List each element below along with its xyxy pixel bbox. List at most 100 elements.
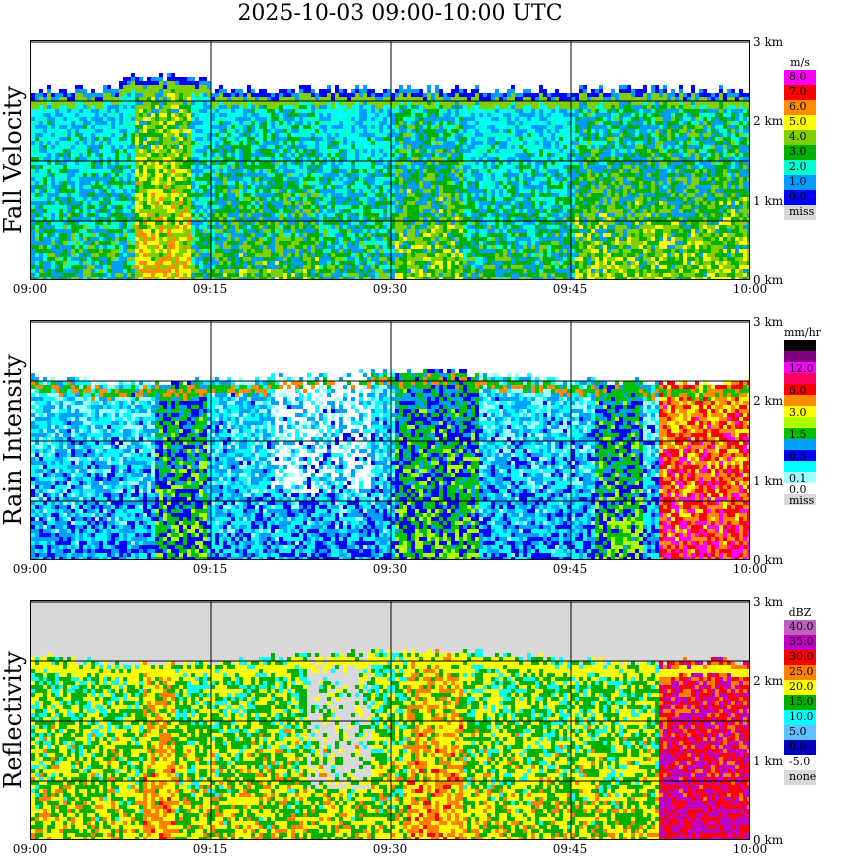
legend-swatch <box>784 340 816 351</box>
y-tick-label: 3 km <box>753 36 783 48</box>
legend-swatch <box>784 439 816 450</box>
x-tick-label: 09:45 <box>553 563 588 575</box>
legend-swatch <box>784 130 816 145</box>
x-tick-label: 09:30 <box>373 283 408 295</box>
x-tick-label: 09:30 <box>373 563 408 575</box>
y-tick-label: 2 km <box>753 115 783 127</box>
legend-label: -5.0 <box>789 756 810 767</box>
legend-label: 0.5 <box>789 451 807 462</box>
x-tick-label: 09:15 <box>193 283 228 295</box>
legend-label: 8.0 <box>789 71 807 82</box>
legend-swatch <box>784 483 816 494</box>
ylabel-reflectivity: Reflectivity <box>0 600 28 840</box>
legend-swatch <box>784 680 816 695</box>
legend-swatch <box>784 70 816 85</box>
y-tick-label: 1 km <box>753 195 783 207</box>
y-tick-label: 3 km <box>753 316 783 328</box>
legend-swatch <box>784 770 816 785</box>
legend-label: 6.0 <box>789 101 807 112</box>
legend-label: 0.0 <box>789 741 807 752</box>
legend-swatch <box>784 740 816 755</box>
legend-swatch <box>784 620 816 635</box>
x-tick-label: 10:00 <box>733 283 768 295</box>
x-tick-label: 09:45 <box>553 843 588 855</box>
x-tick-label: 09:45 <box>553 283 588 295</box>
legend-label: 10.0 <box>789 711 814 722</box>
legend-label: 5.0 <box>789 116 807 127</box>
legend-swatch <box>784 145 816 160</box>
legend-swatch <box>784 190 816 205</box>
legend-label: 5.0 <box>789 726 807 737</box>
legend-swatch <box>784 160 816 175</box>
x-tick-label: 10:00 <box>733 563 768 575</box>
heatmap-svg <box>31 41 749 279</box>
x-tick-label: 09:00 <box>13 563 48 575</box>
x-tick-label: 09:30 <box>373 843 408 855</box>
legend-swatch <box>784 725 816 740</box>
legend-swatch <box>784 472 816 483</box>
legend-label: 1.5 <box>789 429 807 440</box>
legend-swatch <box>784 461 816 472</box>
legend-label: 30.0 <box>789 651 814 662</box>
legend-label: 40.0 <box>789 621 814 632</box>
heatmap-cells <box>31 369 749 559</box>
legend-swatch <box>784 665 816 680</box>
legend-label: 1.0 <box>789 176 807 187</box>
legend-label: 48.0 <box>789 341 814 352</box>
ylabel-rain-intensity: Rain Intensity <box>0 320 28 560</box>
x-tick-label: 10:00 <box>733 843 768 855</box>
heatmap-cells <box>31 649 749 839</box>
y-tick-label: 0 km <box>753 554 783 566</box>
legend-unit: mm/hr <box>784 326 821 339</box>
y-tick-label: 0 km <box>753 834 783 846</box>
x-tick-label: 09:00 <box>13 283 48 295</box>
legend-label: 7.0 <box>789 86 807 97</box>
ylabel-fall-velocity: Fall Velocity <box>0 40 28 280</box>
rain-intensity-panel <box>30 320 750 560</box>
fall-velocity-panel <box>30 40 750 280</box>
legend-swatch <box>784 406 816 417</box>
legend-swatch <box>784 395 816 406</box>
legend-label: none <box>789 771 816 782</box>
legend-swatch <box>784 635 816 650</box>
legend-label: 0.0 <box>789 191 807 202</box>
legend-label: 15.0 <box>789 696 814 707</box>
y-tick-label: 1 km <box>753 755 783 767</box>
legend-swatch <box>784 100 816 115</box>
legend-swatch <box>784 373 816 384</box>
x-tick-label: 09:15 <box>193 563 228 575</box>
legend-label: miss <box>789 495 814 506</box>
ylabel-text: Rain Intensity <box>0 354 27 525</box>
legend-unit: m/s <box>784 56 816 69</box>
heatmap-svg <box>31 321 749 559</box>
legend-label: 25.0 <box>789 666 814 677</box>
legend-swatch <box>784 351 816 362</box>
legend-label: 3.0 <box>789 407 807 418</box>
legend-swatch <box>784 650 816 665</box>
y-tick-label: 3 km <box>753 596 783 608</box>
legend-swatch <box>784 710 816 725</box>
y-tick-label: 2 km <box>753 395 783 407</box>
legend-swatch <box>784 428 816 439</box>
heatmap-svg <box>31 601 749 839</box>
legend-label: 20.0 <box>789 681 814 692</box>
ylabel-text: Fall Velocity <box>0 86 27 234</box>
legend-swatch <box>784 695 816 710</box>
legend-label: 3.0 <box>789 146 807 157</box>
legend-label: 0.0 <box>789 484 807 495</box>
legend-swatch <box>784 417 816 428</box>
x-tick-label: 09:00 <box>13 843 48 855</box>
legend-swatch <box>784 175 816 190</box>
legend-swatch <box>784 384 816 395</box>
reflectivity-panel <box>30 600 750 840</box>
legend-label: 2.0 <box>789 161 807 172</box>
y-tick-label: 0 km <box>753 274 783 286</box>
y-tick-label: 1 km <box>753 475 783 487</box>
y-tick-label: 2 km <box>753 675 783 687</box>
legend-unit: dBZ <box>784 606 816 619</box>
legend-swatch <box>784 450 816 461</box>
legend-label: 12.0 <box>789 363 814 374</box>
heatmap-cells <box>31 73 749 279</box>
legend-label: 6.0 <box>789 385 807 396</box>
legend-label: 0.1 <box>789 473 807 484</box>
